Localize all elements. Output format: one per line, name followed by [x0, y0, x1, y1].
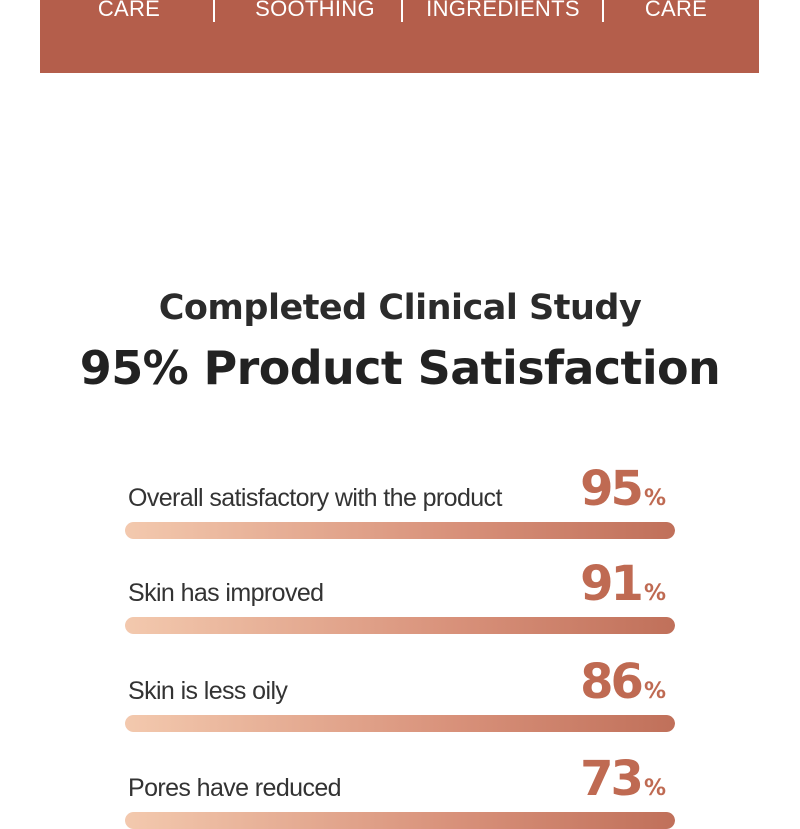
stat-percent: % — [643, 486, 666, 511]
stat-label: Overall satisfactory with the product — [128, 484, 502, 512]
top-banner: CARE SOOTHING INGREDIENTS CARE — [40, 0, 759, 73]
stat-value: 86% — [580, 658, 666, 706]
stat-value: 91% — [580, 560, 666, 608]
stat-row-pores: Pores have reduced 73% — [125, 749, 675, 829]
study-title: Completed Clinical Study — [158, 288, 642, 328]
satisfaction-headline: 95% Product Satisfaction — [79, 341, 721, 395]
stat-row-overall: Overall satisfactory with the product 95… — [125, 459, 675, 539]
banner-divider — [401, 0, 403, 22]
stat-bar-fill — [125, 812, 675, 829]
stat-number: 91 — [580, 556, 644, 612]
banner-item-care-right[interactable]: CARE — [644, 0, 708, 21]
stat-value: 95% — [580, 465, 666, 513]
stat-bar-track — [125, 812, 675, 829]
stat-number: 73 — [580, 751, 644, 807]
stat-row-less-oily: Skin is less oily 86% — [125, 652, 675, 732]
banner-divider — [602, 0, 604, 22]
banner-item-soothing[interactable]: SOOTHING — [255, 0, 375, 21]
stat-number: 95 — [580, 461, 644, 517]
banner-item-ingredients[interactable]: INGREDIENTS — [426, 0, 580, 21]
stat-label: Skin has improved — [128, 579, 324, 607]
stat-number: 86 — [580, 654, 644, 710]
stat-percent: % — [643, 679, 666, 704]
stat-value: 73% — [580, 755, 666, 803]
stat-bar-track — [125, 617, 675, 634]
stat-row-improved: Skin has improved 91% — [125, 554, 675, 634]
banner-item-care-left[interactable]: CARE — [97, 0, 161, 21]
stat-bar-track — [125, 715, 675, 732]
stat-bar-fill — [125, 522, 675, 539]
stat-percent: % — [643, 776, 666, 801]
stat-bar-track — [125, 522, 675, 539]
stat-label: Pores have reduced — [128, 774, 342, 802]
stat-bar-fill — [125, 715, 675, 732]
banner-divider — [213, 0, 215, 22]
stat-percent: % — [643, 581, 666, 606]
stat-bar-fill — [125, 617, 675, 634]
stat-label: Skin is less oily — [128, 677, 288, 705]
